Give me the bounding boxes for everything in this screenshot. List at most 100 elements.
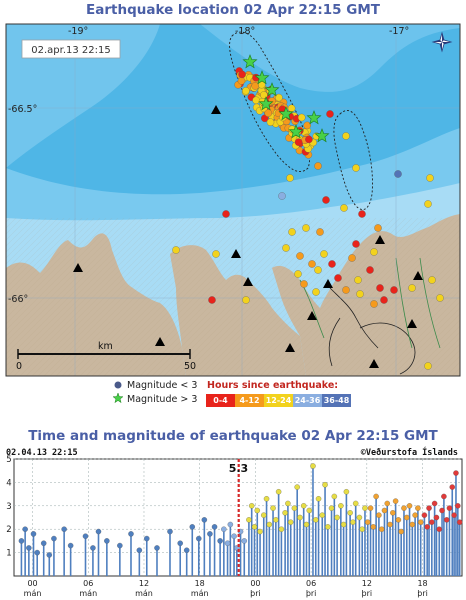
quake-point[interactable] <box>294 484 300 490</box>
epicenter-marker[interactable] <box>264 109 273 117</box>
epicenter-marker[interactable] <box>260 91 268 99</box>
epicenter-marker[interactable] <box>242 296 250 304</box>
quake-point[interactable] <box>426 505 432 511</box>
quake-point[interactable] <box>128 531 134 537</box>
quake-point[interactable] <box>356 514 363 521</box>
epicenter-marker[interactable] <box>408 284 416 292</box>
quake-point[interactable] <box>189 524 196 530</box>
quake-point[interactable] <box>227 521 234 528</box>
quake-point[interactable] <box>319 512 326 518</box>
epicenter-marker[interactable] <box>314 162 322 170</box>
quake-point[interactable] <box>46 552 53 558</box>
large-quake-star[interactable] <box>314 128 330 143</box>
epicenter-marker[interactable] <box>294 270 302 278</box>
quake-point[interactable] <box>328 505 335 511</box>
quake-point[interactable] <box>297 514 303 521</box>
quake-point[interactable] <box>367 505 374 511</box>
epicenter-marker[interactable] <box>287 104 296 113</box>
quake-point[interactable] <box>282 510 288 516</box>
quake-point[interactable] <box>34 549 40 556</box>
quake-point[interactable] <box>183 547 190 554</box>
quake-point[interactable] <box>404 514 410 521</box>
quake-point[interactable] <box>26 545 32 551</box>
quake-point[interactable] <box>257 528 263 535</box>
quake-point[interactable] <box>291 505 298 511</box>
quake-point[interactable] <box>421 512 428 518</box>
large-quake-star[interactable] <box>254 70 270 85</box>
epicenter-marker[interactable] <box>212 250 220 258</box>
quake-point[interactable] <box>446 505 453 511</box>
quake-point[interactable] <box>424 524 430 530</box>
quake-point[interactable] <box>387 521 393 528</box>
quake-point[interactable] <box>177 540 183 546</box>
quake-point[interactable] <box>231 533 237 539</box>
quake-point[interactable] <box>275 489 282 495</box>
large-quake-star[interactable] <box>278 106 294 121</box>
epicenter-marker[interactable] <box>303 121 311 130</box>
quake-point[interactable] <box>224 540 231 546</box>
quake-point[interactable] <box>412 512 418 518</box>
quake-point[interactable] <box>254 507 261 514</box>
epicenter-marker[interactable] <box>208 296 216 304</box>
epicenter-marker[interactable] <box>370 300 378 308</box>
epicenter-marker[interactable] <box>294 138 303 146</box>
epicenter-marker[interactable] <box>296 252 304 260</box>
quake-point[interactable] <box>313 517 319 523</box>
large-quake-star[interactable] <box>264 82 280 97</box>
quake-point[interactable] <box>144 535 150 542</box>
epicenter-marker[interactable] <box>251 82 259 90</box>
quake-point[interactable] <box>154 545 160 551</box>
quake-point[interactable] <box>30 531 37 537</box>
quake-point[interactable] <box>90 545 96 551</box>
quake-point[interactable] <box>300 503 307 509</box>
quake-point[interactable] <box>370 524 377 530</box>
epicenter-marker[interactable] <box>297 113 306 122</box>
quake-point[interactable] <box>381 507 388 514</box>
epicenter-marker[interactable] <box>352 164 360 172</box>
quake-point[interactable] <box>456 519 463 525</box>
quake-point[interactable] <box>449 484 456 490</box>
quake-point[interactable] <box>334 514 340 521</box>
quake-point[interactable] <box>95 528 102 535</box>
quake-point[interactable] <box>82 533 89 539</box>
epicenter-marker[interactable] <box>352 240 360 248</box>
epicenter-marker[interactable] <box>358 210 366 218</box>
quake-point[interactable] <box>398 528 404 535</box>
quake-point[interactable] <box>196 535 202 542</box>
quake-point[interactable] <box>104 538 110 544</box>
quake-point[interactable] <box>331 493 338 500</box>
epicenter-marker[interactable] <box>390 286 398 294</box>
quake-point[interactable] <box>246 517 252 523</box>
epicenter-marker[interactable] <box>242 87 250 95</box>
epicenter-marker[interactable] <box>322 196 330 204</box>
epicenter-marker[interactable] <box>354 276 362 284</box>
quake-point[interactable] <box>392 498 399 504</box>
epicenter-marker[interactable] <box>424 200 432 208</box>
quake-point[interactable] <box>433 514 440 521</box>
quake-point[interactable] <box>373 493 379 500</box>
quake-point[interactable] <box>51 535 57 542</box>
large-quake-star[interactable] <box>306 110 322 125</box>
epicenter-marker[interactable] <box>348 254 356 262</box>
quake-point[interactable] <box>303 521 310 528</box>
quake-point[interactable] <box>343 489 350 495</box>
quake-point[interactable] <box>362 505 368 511</box>
quake-point[interactable] <box>453 470 459 476</box>
quake-point[interactable] <box>201 517 208 523</box>
epicenter-marker[interactable] <box>237 77 246 85</box>
quake-point[interactable] <box>207 531 213 537</box>
quake-point[interactable] <box>248 503 255 509</box>
quake-point[interactable] <box>167 528 173 535</box>
quake-point[interactable] <box>241 538 248 544</box>
epicenter-marker[interactable] <box>394 170 402 178</box>
quake-point[interactable] <box>429 519 435 525</box>
epicenter-marker[interactable] <box>328 260 336 268</box>
quake-point[interactable] <box>117 542 123 549</box>
quake-point[interactable] <box>266 521 273 528</box>
epicenter-marker[interactable] <box>380 296 388 304</box>
quake-point[interactable] <box>263 496 270 502</box>
epicenter-marker[interactable] <box>426 174 434 182</box>
epicenter-marker[interactable] <box>340 204 348 212</box>
quake-point[interactable] <box>278 526 285 532</box>
epicenter-marker[interactable] <box>320 250 328 258</box>
